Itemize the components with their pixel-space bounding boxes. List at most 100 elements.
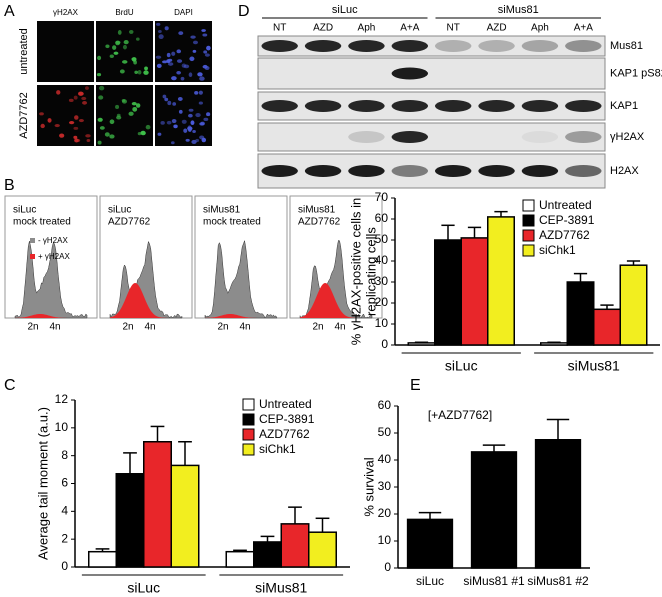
legend-label: CEP-3891 bbox=[539, 213, 595, 227]
band bbox=[391, 40, 429, 52]
histogram-positive bbox=[205, 314, 277, 318]
nucleus bbox=[201, 29, 206, 32]
nucleus bbox=[189, 56, 195, 62]
nucleus bbox=[170, 141, 175, 145]
lane-label: A+A bbox=[400, 23, 420, 34]
nucleus bbox=[59, 133, 65, 138]
nucleus bbox=[123, 39, 129, 45]
nucleus bbox=[173, 124, 178, 129]
blot-label: γH2AX bbox=[610, 131, 645, 143]
nucleus bbox=[97, 117, 103, 122]
nucleus bbox=[155, 22, 161, 26]
x-label: 2n bbox=[27, 322, 38, 333]
x-label: 4n bbox=[334, 322, 345, 333]
y-axis-label: % survival bbox=[361, 457, 376, 516]
band bbox=[304, 165, 342, 177]
nucleus bbox=[136, 37, 140, 41]
x-label: 2n bbox=[312, 322, 323, 333]
nucleus bbox=[178, 109, 183, 114]
blot-label: H2AX bbox=[610, 165, 639, 177]
x-label: 4n bbox=[49, 322, 60, 333]
nucleus bbox=[131, 101, 137, 106]
nucleus bbox=[158, 29, 162, 33]
y-tick-label: 2 bbox=[61, 531, 68, 545]
bar bbox=[280, 523, 310, 568]
nucleus bbox=[109, 119, 115, 125]
nucleus bbox=[97, 55, 102, 61]
nucleus bbox=[199, 76, 205, 81]
nucleus bbox=[141, 130, 146, 135]
annotation: [+AZD7762] bbox=[428, 408, 492, 422]
nucleus bbox=[191, 139, 197, 145]
band bbox=[478, 100, 515, 112]
group-label: siLuc bbox=[332, 4, 358, 16]
nucleus bbox=[177, 97, 183, 101]
column-label: BrdU bbox=[115, 8, 133, 17]
nucleus bbox=[176, 71, 182, 75]
band bbox=[348, 40, 385, 52]
lane-label: NT bbox=[273, 23, 286, 34]
nucleus bbox=[134, 70, 139, 74]
nucleus bbox=[192, 49, 197, 53]
nucleus bbox=[192, 40, 199, 45]
nucleus bbox=[69, 120, 75, 125]
x-label: 4n bbox=[239, 322, 250, 333]
band bbox=[261, 40, 298, 52]
nucleus bbox=[188, 108, 194, 112]
micrograph bbox=[37, 85, 94, 146]
y-tick-label: 4 bbox=[61, 504, 68, 518]
nucleus bbox=[203, 50, 208, 54]
bar bbox=[534, 439, 582, 569]
bar bbox=[593, 308, 621, 346]
nucleus bbox=[195, 112, 201, 118]
band bbox=[304, 100, 342, 112]
plot-title: AZD7762 bbox=[108, 217, 151, 228]
nucleus bbox=[181, 119, 187, 124]
blot-label: Mus81 bbox=[610, 40, 643, 52]
nucleus bbox=[113, 51, 119, 55]
nucleus bbox=[137, 70, 142, 75]
y-tick-label: 60 bbox=[378, 398, 392, 412]
legend-label: Untreated bbox=[539, 198, 592, 212]
y-axis-label: Average tail moment (a.u.) bbox=[35, 407, 50, 560]
nucleus bbox=[181, 63, 187, 68]
band bbox=[521, 131, 559, 143]
nucleus bbox=[161, 60, 168, 64]
nucleus bbox=[122, 60, 128, 64]
bar bbox=[253, 541, 282, 568]
nucleus bbox=[81, 96, 87, 101]
legend-swatch bbox=[242, 413, 255, 426]
band bbox=[261, 100, 298, 112]
x-label: 4n bbox=[144, 322, 155, 333]
nucleus bbox=[167, 62, 174, 66]
bar bbox=[407, 342, 436, 346]
band bbox=[478, 40, 515, 52]
nucleus bbox=[73, 135, 78, 139]
band bbox=[391, 131, 429, 143]
blot-label: KAP1 bbox=[610, 100, 638, 112]
y-tick-label: 50 bbox=[378, 425, 392, 439]
y-tick-label: 10 bbox=[375, 316, 389, 330]
nucleus bbox=[115, 40, 121, 46]
nucleus bbox=[172, 102, 177, 106]
nucleus bbox=[155, 55, 162, 59]
y-tick-label: 0 bbox=[61, 559, 68, 573]
row-label: AZD7762 bbox=[18, 92, 30, 138]
nucleus bbox=[201, 137, 207, 143]
nucleus bbox=[158, 34, 164, 40]
legend-label: + γH2AX bbox=[38, 252, 70, 261]
nucleus bbox=[199, 122, 205, 126]
y-tick-label: 10 bbox=[378, 533, 392, 547]
blot bbox=[257, 57, 606, 90]
nucleus bbox=[190, 35, 196, 39]
panel-label: B bbox=[4, 177, 15, 194]
band bbox=[521, 165, 559, 177]
nucleus bbox=[135, 103, 141, 108]
nucleus bbox=[204, 53, 210, 57]
nucleus bbox=[164, 26, 169, 31]
column-label: γH2AX bbox=[53, 8, 79, 17]
x-label: 2n bbox=[122, 322, 133, 333]
nucleus bbox=[190, 120, 195, 126]
y-tick-label: 12 bbox=[55, 392, 69, 406]
